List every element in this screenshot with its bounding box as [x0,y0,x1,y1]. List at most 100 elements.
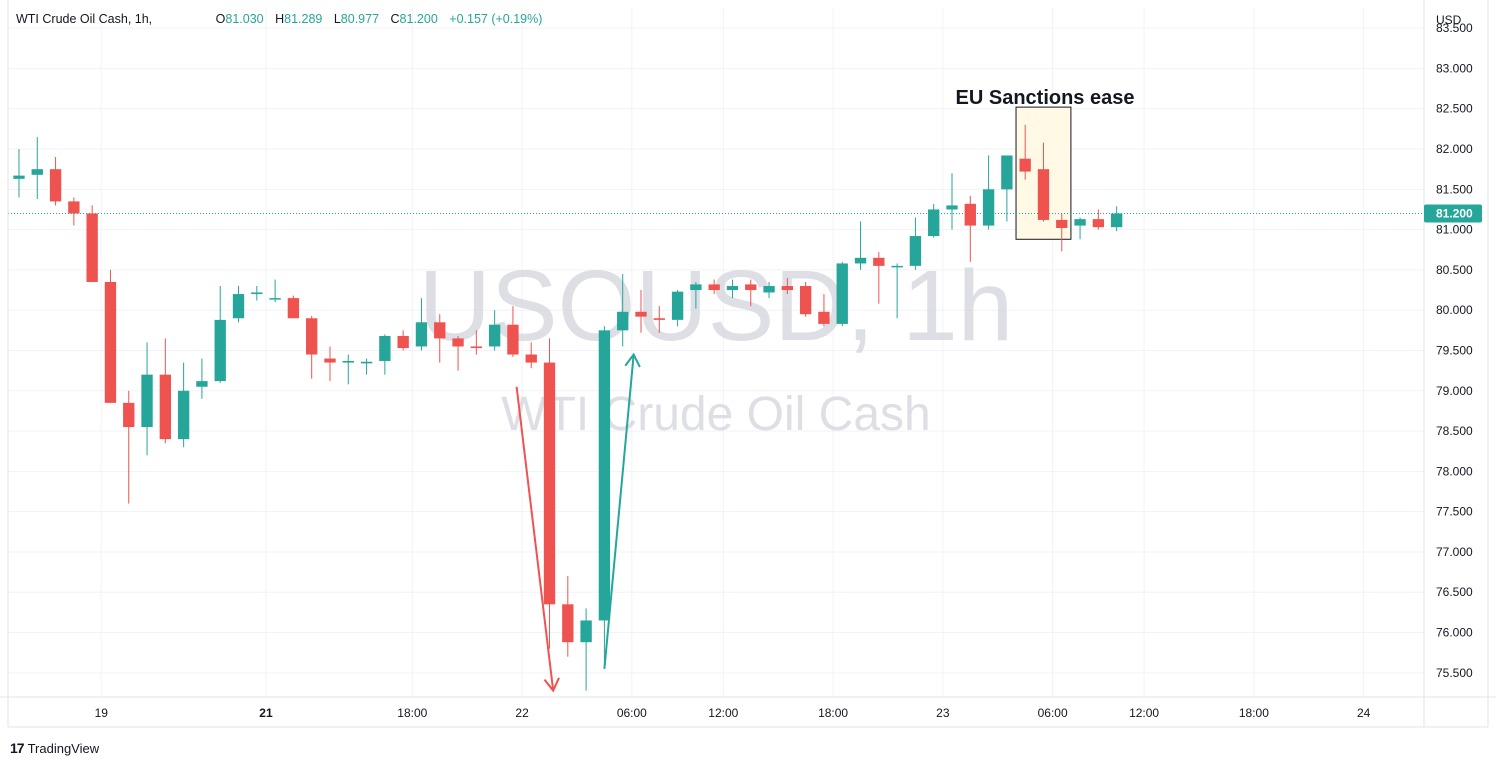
candle [799,281,812,317]
rebound-arrow-shaft [603,354,635,669]
candle-body-down [287,298,300,319]
last-price-label: 81.200 [1436,206,1473,220]
candle-body-down [873,257,885,266]
candle-body-up [946,205,958,210]
candle [1001,155,1013,222]
y-tick-label: 76.500 [1436,585,1473,599]
legend-title: WTI Crude Oil Cash, 1h, [16,12,153,26]
open-label: O [215,12,226,26]
x-axis-ticks[interactable]: 19 21 18:00 22 06:00 12:00 18:00 23 06:00 12:00 18… [95,706,1371,720]
candle-body-up [617,311,629,331]
x-tick-label: 23 [936,706,950,720]
candle [507,306,519,357]
y-tick-label: 77.500 [1436,505,1473,519]
candle-body-down [1092,219,1105,228]
y-tick-label: 78.500 [1436,424,1473,438]
candle-body-up [580,620,592,643]
candle-body-down [470,346,483,349]
y-tick-label: 80.500 [1436,263,1473,277]
y-tick-label: 83.000 [1436,61,1473,75]
candle [671,290,684,327]
open-value: 81.030 [225,12,264,26]
candle-body-up [909,236,922,266]
candle-body-down [68,201,80,214]
candle [1056,213,1068,252]
candle-body-up [982,189,995,226]
candle [470,330,483,355]
drop-arrow-head [543,677,560,693]
y-axis-ticks[interactable]: 75.500 76.000 76.500 77.000 77.500 78.000 78.5… [1436,21,1473,680]
candle [854,221,867,270]
candle [177,362,190,448]
candle [1019,124,1031,180]
brand-name: TradingView [27,740,100,756]
candle [1092,209,1105,230]
y-tick-label: 81.500 [1436,182,1473,196]
candle [104,269,117,403]
candle [690,281,702,309]
candle-body-up [31,169,43,175]
chart-legend: WTI Crude Oil Cash, 1h, O81.030 H81.289 … [16,12,550,26]
candle [306,315,318,379]
candle-body-down [653,318,665,320]
candle [617,273,629,347]
candle [964,195,976,262]
candle [434,314,446,363]
candle [635,290,647,333]
candle [324,346,336,382]
candle-body-up [763,286,775,293]
candle [287,295,300,319]
candle [946,173,958,230]
candle-body-down [452,338,464,347]
grid [8,8,1424,697]
candle-body-down [818,311,830,324]
candle [1110,206,1123,232]
candle [141,342,153,456]
candle [726,279,739,299]
y-tick-label: 76.000 [1436,626,1473,640]
candle-body-up [690,284,702,291]
candle-body-down [562,604,574,643]
candle-body-down [781,286,794,291]
candle-body-up [671,291,684,320]
candle-body-up [269,298,281,300]
candle [873,252,885,304]
candle-body-up [214,319,226,382]
candle-body-down [964,203,976,226]
candle-body-up [177,390,190,440]
candle [909,217,922,270]
x-tick-label: 22 [515,706,529,720]
candle-body-down [543,362,556,605]
candle [1037,142,1050,222]
x-tick-label: 18:00 [397,706,427,720]
candle [49,157,62,206]
candles [13,124,1123,691]
x-tick-label: 18:00 [818,706,848,720]
candle [31,136,43,199]
close-label: C [390,12,400,26]
candle [379,334,391,375]
candle-body-up [598,330,611,621]
candle-body-up [342,360,354,363]
x-tick-label: 12:00 [708,706,738,720]
candle [653,306,665,333]
y-tick-label: 80.000 [1436,303,1473,317]
high-label: H [275,12,285,26]
candle-body-down [635,311,647,317]
tradingview-footer[interactable]: 17 TradingView [10,740,99,756]
y-tick-label: 82.500 [1436,102,1473,116]
candle [269,279,281,303]
candle [928,203,940,238]
candle [452,335,464,371]
low-label: L [333,12,341,26]
candle [598,326,611,669]
last-price-tag: 81.200 [1424,204,1482,223]
y-tick-label: 77.000 [1436,545,1473,559]
candle [708,279,720,295]
candle-body-down [49,169,62,202]
candle-body-down [86,213,98,282]
candle-body-up [836,263,848,324]
candle-body-down [104,281,117,403]
